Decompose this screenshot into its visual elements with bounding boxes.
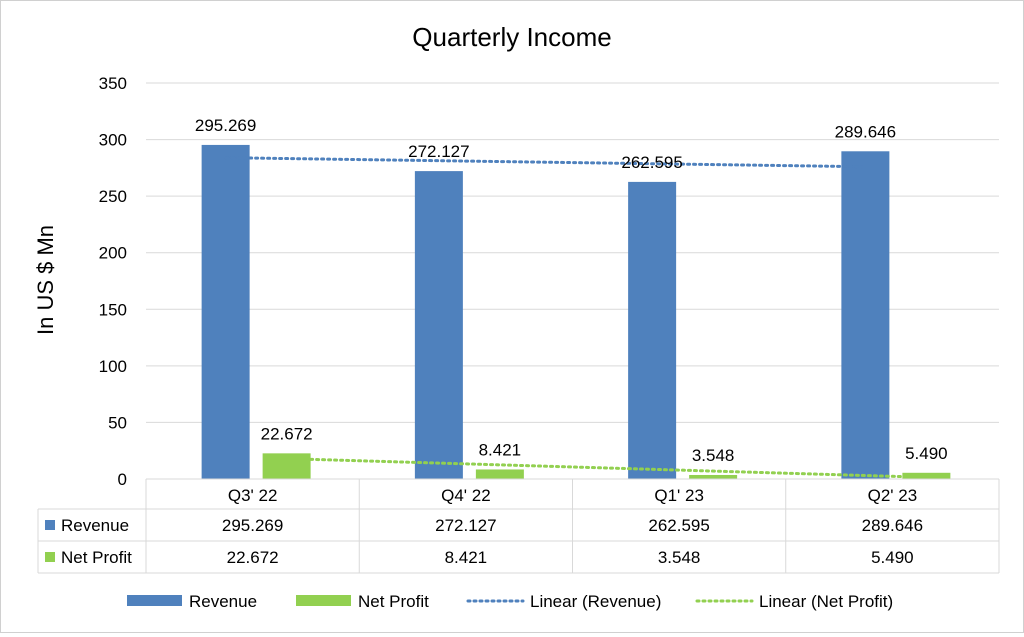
y-tick-label: 50 <box>108 413 127 432</box>
y-tick-label: 350 <box>99 74 127 93</box>
net-profit-data-label: 5.490 <box>905 444 948 463</box>
legend-label: Linear (Net Profit) <box>759 592 893 611</box>
net-profit-bar <box>902 472 951 479</box>
y-axis-title: In US $ Mn <box>33 225 58 335</box>
legend-key <box>296 595 351 606</box>
legend-item-linear-net-profit: Linear (Net Profit) <box>695 592 893 611</box>
data-table: Q3' 22 Q4' 22 Q1' 23 Q2' 23 Revenue 295.269 27… <box>37 478 1000 574</box>
x-tick-label: Q3' 22 <box>228 486 278 505</box>
net-profit-bar <box>689 474 738 479</box>
table-cell: 22.672 <box>227 548 279 567</box>
linear-revenue-trendline <box>224 156 867 169</box>
y-tick-label: 200 <box>99 244 127 263</box>
revenue-bar <box>841 151 890 479</box>
legend-label: Revenue <box>189 592 257 611</box>
legend: Revenue Net Profit Linear (Revenue) Linear … <box>127 592 893 611</box>
net-profit-data-label: 3.548 <box>692 446 735 465</box>
revenue-data-label: 272.127 <box>408 142 469 161</box>
x-tick-label: Q2' 23 <box>868 486 918 505</box>
y-tick-label: 150 <box>99 300 127 319</box>
legend-item-net-profit: Net Profit <box>296 592 429 611</box>
legend-key <box>127 595 182 606</box>
y-tick-label: 300 <box>99 131 127 150</box>
net-profit-data-label: 22.672 <box>261 424 313 443</box>
bars <box>201 144 951 480</box>
net-profit-bar <box>475 469 524 479</box>
x-tick-label: Q4' 22 <box>441 486 491 505</box>
revenue-bar <box>628 181 677 479</box>
table-legend-key <box>45 552 55 562</box>
legend-label: Linear (Revenue) <box>530 592 661 611</box>
table-legend-key <box>45 520 55 530</box>
revenue-data-label: 262.595 <box>621 153 682 172</box>
net-profit-data-label: 8.421 <box>479 440 522 459</box>
trendlines <box>224 156 928 479</box>
table-cell: 272.127 <box>435 516 496 535</box>
table-row-label: Revenue <box>61 516 129 535</box>
legend-label: Net Profit <box>358 592 429 611</box>
linear-net-profit-trendline <box>285 457 928 479</box>
table-cell: 5.490 <box>871 548 914 567</box>
y-tick-label: 250 <box>99 187 127 206</box>
table-cell: 8.421 <box>445 548 488 567</box>
x-tick-label: Q1' 23 <box>654 486 704 505</box>
gridlines <box>146 82 999 480</box>
revenue-bar <box>201 144 250 480</box>
y-axis-ticks: 0 50 100 150 200 250 300 350 <box>99 74 127 489</box>
y-tick-label: 0 <box>118 470 127 489</box>
table-cell: 262.595 <box>648 516 709 535</box>
table-cell: 3.548 <box>658 548 701 567</box>
table-cell: 289.646 <box>862 516 923 535</box>
revenue-bar <box>414 171 463 480</box>
table-cell: 295.269 <box>222 516 283 535</box>
chart-title: Quarterly Income <box>412 22 611 52</box>
data-labels: 295.269 272.127 262.595 289.646 22.672 8.421 3… <box>195 116 948 465</box>
revenue-data-label: 295.269 <box>195 116 256 135</box>
y-tick-label: 100 <box>99 357 127 376</box>
legend-item-linear-revenue: Linear (Revenue) <box>466 592 661 611</box>
legend-item-revenue: Revenue <box>127 592 257 611</box>
revenue-data-label: 289.646 <box>835 122 896 141</box>
table-row-label: Net Profit <box>61 548 132 567</box>
